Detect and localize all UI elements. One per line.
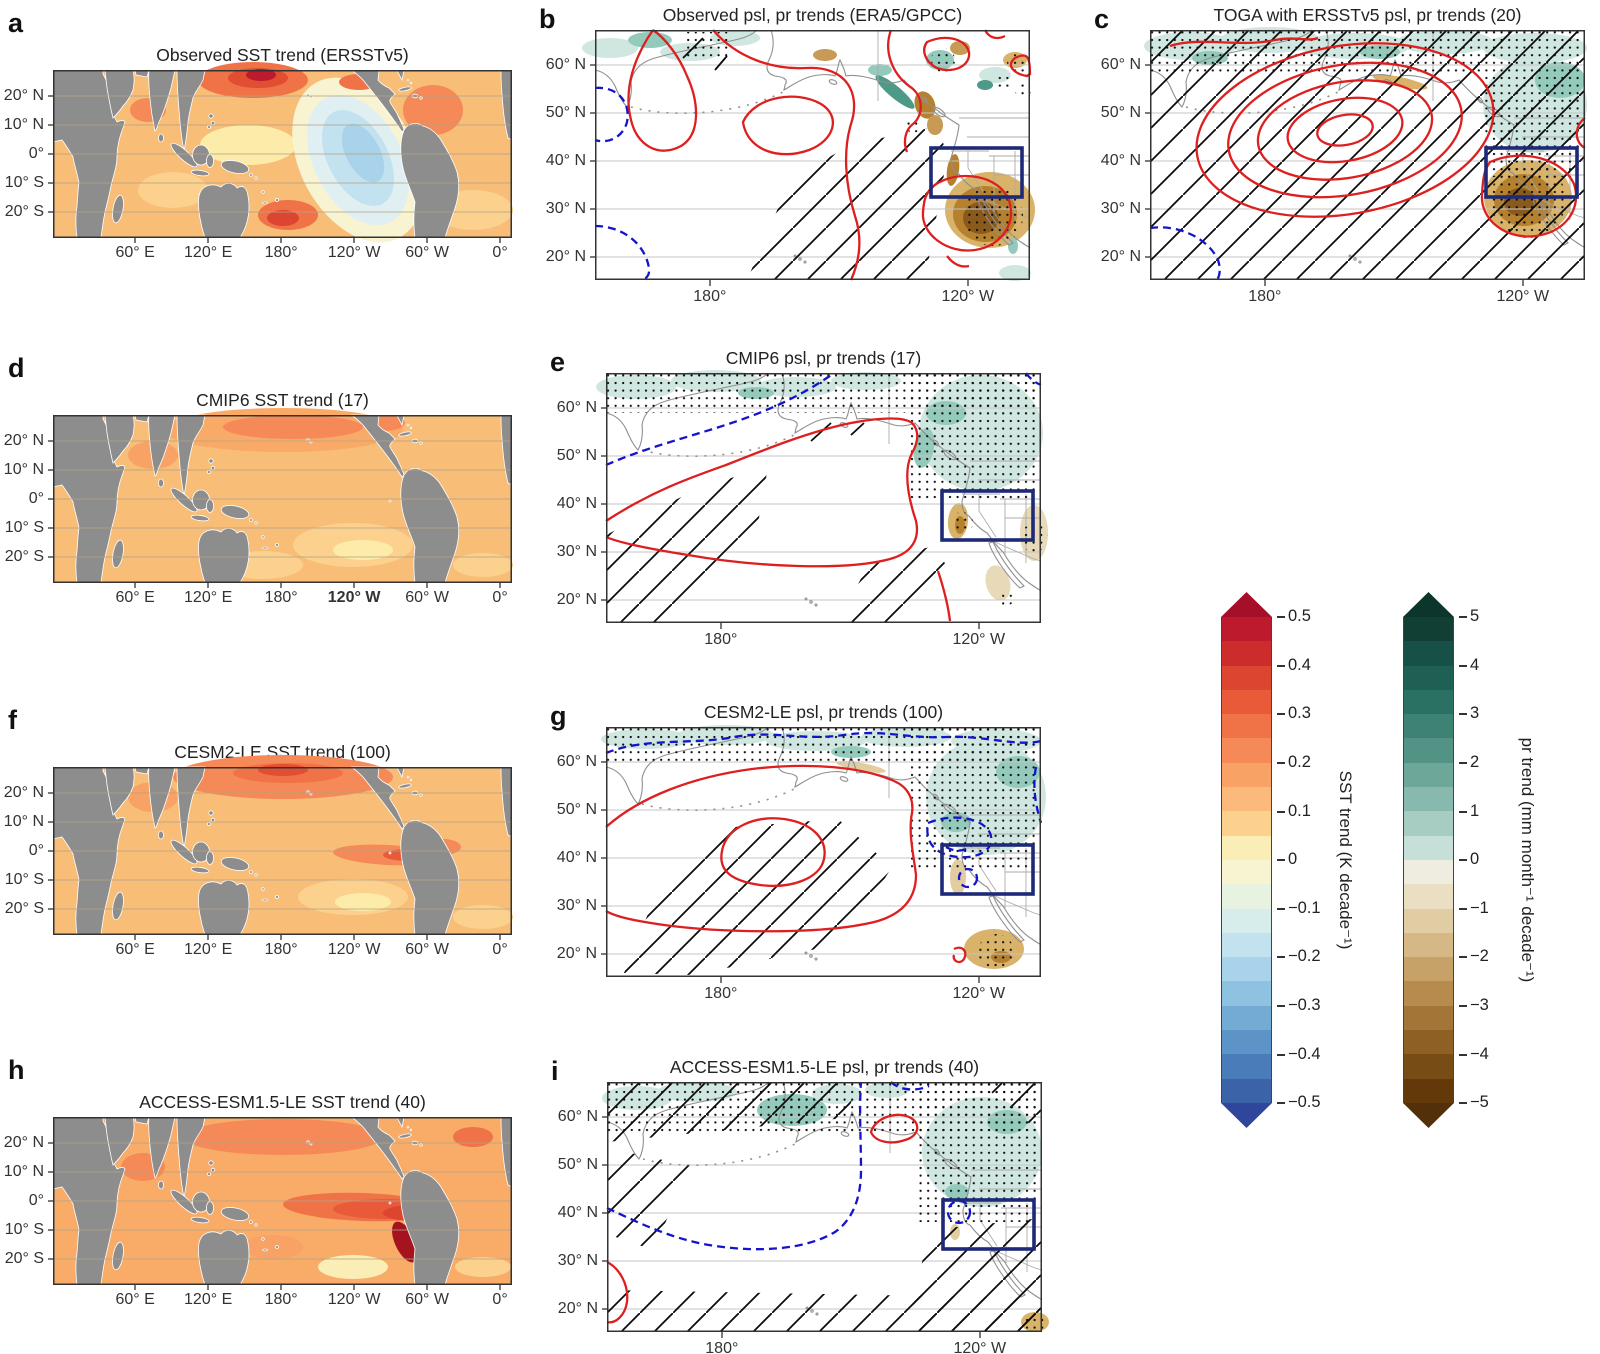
panel-d-letter: d <box>8 353 25 383</box>
panel-b: b Observed psl, pr trends (ERA5/GPCC) <box>539 4 1035 305</box>
colorbar-sst-arrow-top <box>1221 592 1272 617</box>
panel-b-map <box>582 29 1035 286</box>
panel-i-title: ACCESS-ESM1.5-LE psl, pr trends (40) <box>669 1057 980 1077</box>
panel-h-map <box>48 1116 513 1290</box>
panel-d-title: CMIP6 SST trend (17) <box>196 390 369 410</box>
panel-f-title: CESM2-LE SST trend (100) <box>174 742 391 762</box>
panel-g-map <box>601 725 1046 983</box>
stippling <box>606 727 1041 970</box>
panel-e-title: CMIP6 psl, pr trends (17) <box>725 348 922 368</box>
panel-i: i ACCESS-ESM1.5-LE psl, pr trends (40) <box>551 1056 1049 1354</box>
psl-contours-positive <box>605 764 967 964</box>
colorbar-pr-arrow-top <box>1403 592 1454 617</box>
panel-c-title: TOGA with ERSSTv5 psl, pr trends (20) <box>1213 5 1522 25</box>
colorbar-sst-body <box>1221 617 1272 1103</box>
panel-a-letter: a <box>8 8 24 38</box>
panel-g: g CESM2-LE psl, pr trends (100) <box>550 701 1046 1002</box>
hatching <box>606 422 952 623</box>
panel-d-map <box>48 408 513 588</box>
panel-f-map <box>48 755 513 940</box>
panel-i-map <box>602 1081 1049 1338</box>
psl-contours-positive <box>1169 36 1586 238</box>
panel-a-map <box>48 62 513 243</box>
hatching <box>607 1082 1042 1332</box>
panel-c-letter: c <box>1094 4 1110 34</box>
panel-g-title: CESM2-LE psl, pr trends (100) <box>703 702 944 722</box>
stippling <box>606 373 1048 606</box>
colorbar-pr-arrow-bottom <box>1403 1103 1454 1128</box>
colorbar-sst-label: SST trend (K decade⁻¹) <box>1336 770 1355 950</box>
psl-contours-negative <box>1149 226 1221 282</box>
panel-f-letter: f <box>8 705 17 735</box>
panel-i-letter: i <box>551 1056 559 1086</box>
panel-b-title: Observed psl, pr trends (ERA5/GPCC) <box>662 5 963 25</box>
hatching <box>682 37 947 280</box>
psl-contours-negative <box>605 731 1043 889</box>
panel-h-title: ACCESS-ESM1.5-LE SST trend (40) <box>139 1092 426 1112</box>
panel-c-map <box>1144 27 1587 286</box>
colorbar-pr-label: pr trend (mm month⁻¹ decade⁻¹) <box>1518 737 1537 983</box>
panel-g-letter: g <box>550 701 567 731</box>
panel-d: d CMIP6 SST trend (17) <box>4 353 513 606</box>
colorbar-pr-body <box>1403 617 1454 1103</box>
panel-e: e CMIP6 psl, pr trends (17) <box>550 347 1048 648</box>
psl-contours-positive <box>605 417 952 622</box>
panel-e-map <box>596 370 1048 629</box>
colorbar-sst-ticks: 0.5 0.4 0.3 0.2 0.1 0 −0.1 −0.2 −0.3 −0.4 −0.… <box>1276 607 1321 1111</box>
colorbar-sst: 0.5 0.4 0.3 0.2 0.1 0 −0.1 −0.2 −0.3 −0.4 −0.… <box>1221 592 1355 1128</box>
psl-contours-positive <box>606 1113 919 1324</box>
panel-b-letter: b <box>539 4 556 34</box>
panel-e-letter: e <box>550 347 566 377</box>
panel-f: f CESM2-LE SST trend (100) <box>4 705 513 958</box>
panel-a: a Observed SST trend (ERSSTv5) <box>4 8 513 261</box>
panel-c: c TOGA with ERSSTv5 psl, pr trends (20) <box>1094 4 1587 305</box>
panel-a-title: Observed SST trend (ERSSTv5) <box>156 45 409 65</box>
psl-contours-negative <box>606 1081 972 1251</box>
panel-h: h ACCESS-ESM1.5-LE SST trend (40) <box>4 1055 513 1308</box>
psl-contours-positive <box>627 29 1032 281</box>
panel-h-letter: h <box>8 1055 25 1085</box>
colorbar-sst-arrow-bottom <box>1221 1103 1272 1128</box>
psl-contours-negative <box>594 86 651 282</box>
